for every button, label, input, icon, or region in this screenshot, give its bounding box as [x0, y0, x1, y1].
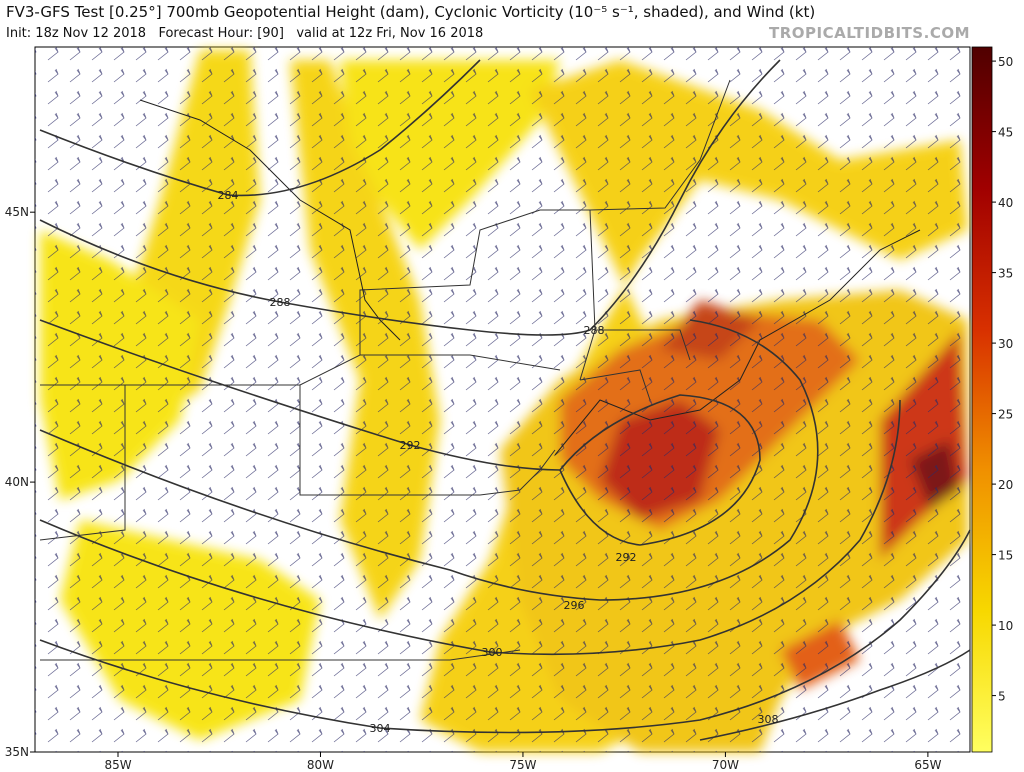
colorbar-tick-label: 10: [998, 619, 1013, 633]
contour-labels: 284 288 288 292 292 296 300 304 308: [218, 189, 779, 735]
watermark: TROPICALTIDBITS.COM: [769, 24, 970, 42]
contour-label: 304: [370, 722, 391, 735]
colorbar-tick-label: 45: [998, 126, 1013, 140]
run-info: Init: 18z Nov 12 2018 Forecast Hour: [90…: [6, 26, 483, 41]
colorbar-tick-label: 25: [998, 408, 1013, 422]
lon-tick-label: 65W: [914, 758, 941, 772]
colorbar-tick-label: 40: [998, 196, 1013, 210]
colorbar-tick-label: 35: [998, 267, 1013, 281]
contour-label: 288: [584, 324, 605, 337]
colorbar-tick-label: 20: [998, 478, 1013, 492]
lon-tick-label: 70W: [712, 758, 739, 772]
title: FV3-GFS Test [0.25°] 700mb Geopotential …: [6, 3, 816, 21]
contour-label: 292: [400, 439, 421, 452]
colorbar-tick-label: 30: [998, 337, 1013, 351]
lon-tick-label: 85W: [104, 758, 131, 772]
contour-label: 288: [270, 296, 291, 309]
valid-time: valid at 12z Fri, Nov 16 2018: [296, 26, 484, 41]
colorbar: [971, 46, 993, 753]
colorbar-tick-label: 50: [998, 55, 1013, 69]
contour-label: 292: [616, 551, 637, 564]
contour-label: 296: [564, 599, 585, 612]
lon-tick-label: 80W: [307, 758, 334, 772]
contour-label: 284: [218, 189, 239, 202]
lon-tick-label: 75W: [509, 758, 536, 772]
forecast-hour: Forecast Hour: [90]: [158, 26, 284, 41]
boundaries: [39, 79, 921, 661]
lat-tick-label: 35N: [5, 745, 29, 759]
contour-label: 308: [758, 713, 779, 726]
colorbar-tick-label: 15: [998, 549, 1013, 563]
lat-tick-label: 45N: [5, 205, 29, 219]
wind-barbs: [35, 47, 970, 752]
height-contours: [39, 59, 971, 741]
contour-label: 300: [482, 646, 503, 659]
lat-tick-label: 40N: [5, 475, 29, 489]
colorbar-tick-label: 5: [998, 690, 1006, 704]
init: Init: 18z Nov 12 2018: [6, 26, 147, 41]
